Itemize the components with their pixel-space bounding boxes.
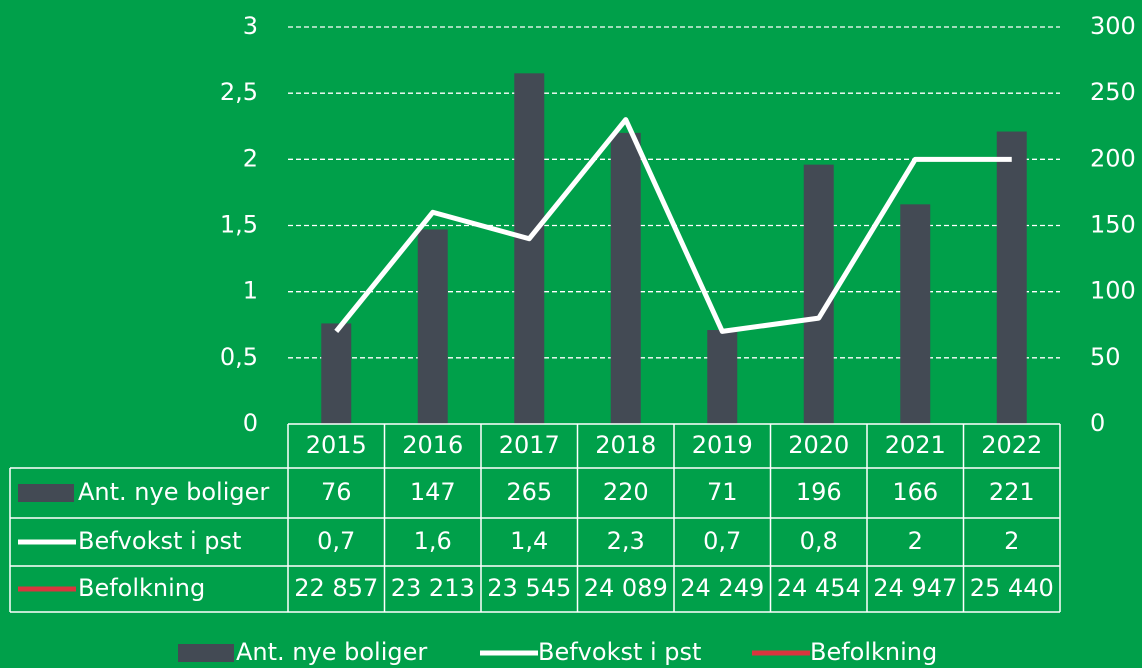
table-cell: 2: [1004, 527, 1019, 555]
table-cell: 25 440: [970, 574, 1054, 602]
line: [334, 117, 1012, 334]
y-tick-label: 3: [243, 12, 258, 40]
table-cell: 24 454: [777, 574, 861, 602]
y2-tick-label: 0: [1090, 409, 1105, 437]
x-tick-label: 2016: [402, 431, 463, 459]
table-cell: 24 947: [873, 574, 957, 602]
legend-icon: [178, 644, 234, 662]
table-cell: 0,7: [317, 527, 355, 555]
x-tick-label: 2021: [885, 431, 946, 459]
x-tick-label: 2019: [692, 431, 753, 459]
table-cell: 220: [603, 478, 649, 506]
y-tick-label: 2,5: [220, 78, 258, 106]
table-cell: 147: [410, 478, 456, 506]
x-tick-label: 2020: [788, 431, 849, 459]
table-cell: 22 857: [294, 574, 378, 602]
x-tick-label: 2022: [981, 431, 1042, 459]
y-tick-label: 2: [243, 144, 258, 172]
y-tick-label: 1: [243, 277, 258, 305]
bar: [900, 204, 931, 424]
y-tick-label: 1,5: [220, 211, 258, 239]
table-cell: 221: [989, 478, 1035, 506]
table-row-label: Befolkning: [78, 574, 205, 602]
table-cell: 2: [908, 527, 923, 555]
bar: [707, 330, 738, 424]
y2-tick-label: 100: [1090, 277, 1136, 305]
legend-label: Befolkning: [810, 638, 937, 666]
table-row-label: Ant. nye boliger: [78, 478, 269, 506]
bar: [321, 323, 352, 424]
bar: [417, 229, 448, 424]
y2-tick-label: 50: [1090, 343, 1121, 371]
table-cell: 24 249: [680, 574, 764, 602]
y2-tick-label: 150: [1090, 211, 1136, 239]
bar: [803, 164, 834, 425]
table-cell: 0,7: [703, 527, 741, 555]
table-cell: 265: [506, 478, 552, 506]
table-cell: 1,6: [414, 527, 452, 555]
table-cell: 1,4: [510, 527, 548, 555]
table-cell: 24 089: [584, 574, 668, 602]
y-tick-label: 0,5: [220, 343, 258, 371]
legend-label: Ant. nye boliger: [236, 638, 427, 666]
bar: [996, 131, 1027, 424]
x-tick-label: 2018: [595, 431, 656, 459]
table-cell: 71: [707, 478, 738, 506]
legend-label: Befvokst i pst: [538, 638, 701, 666]
y-tick-label: 0: [243, 409, 258, 437]
table-cell: 2,3: [607, 527, 645, 555]
table-cell: 23 213: [391, 574, 475, 602]
table-cell: 23 545: [487, 574, 571, 602]
table-cell: 196: [796, 478, 842, 506]
bar: [514, 73, 545, 425]
bar: [610, 132, 641, 424]
x-tick-label: 2017: [499, 431, 560, 459]
x-tick-label: 2015: [306, 431, 367, 459]
table-cell: 0,8: [800, 527, 838, 555]
y2-tick-label: 300: [1090, 12, 1136, 40]
table-cell: 166: [892, 478, 938, 506]
table-legend-icon: [18, 484, 74, 502]
table-row-label: Befvokst i pst: [78, 527, 241, 555]
y2-tick-label: 250: [1090, 78, 1136, 106]
table-cell: 76: [321, 478, 352, 506]
y2-tick-label: 200: [1090, 144, 1136, 172]
